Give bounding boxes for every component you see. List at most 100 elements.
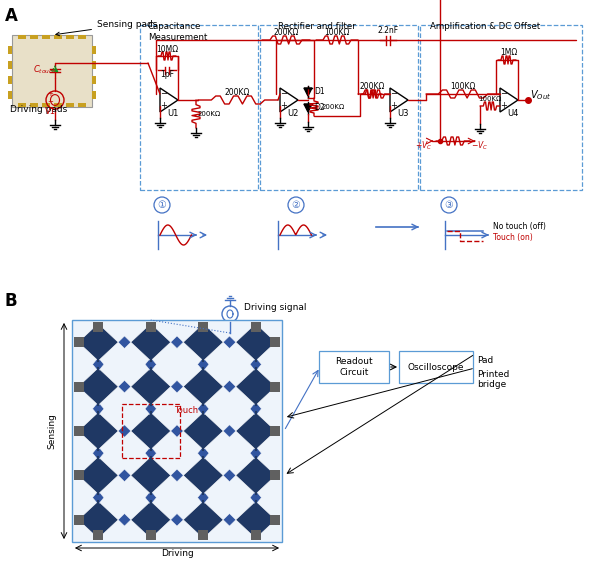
Bar: [270, 470, 280, 481]
Polygon shape: [79, 412, 118, 450]
Text: V1: V1: [45, 107, 56, 116]
Bar: [92, 46, 96, 54]
Polygon shape: [223, 336, 236, 348]
Text: −: −: [390, 89, 397, 99]
Text: Readout
Circuit: Readout Circuit: [335, 357, 373, 377]
FancyBboxPatch shape: [399, 351, 473, 383]
Bar: [146, 530, 156, 540]
Polygon shape: [236, 501, 275, 539]
Bar: [66, 35, 74, 39]
Text: $-V_C$: $-V_C$: [471, 139, 488, 152]
Text: +: +: [500, 101, 508, 111]
Text: No touch (off): No touch (off): [493, 222, 546, 231]
Text: U2: U2: [287, 109, 298, 118]
Polygon shape: [236, 412, 275, 450]
Polygon shape: [131, 501, 171, 539]
Polygon shape: [250, 402, 261, 416]
Text: $C_{touch}$: $C_{touch}$: [33, 63, 57, 75]
Polygon shape: [183, 368, 223, 405]
Polygon shape: [223, 425, 236, 437]
Bar: [92, 91, 96, 99]
FancyBboxPatch shape: [12, 35, 92, 107]
Text: Amplification & DC Offset: Amplification & DC Offset: [430, 22, 540, 31]
Polygon shape: [131, 412, 171, 450]
Bar: [8, 46, 12, 54]
Polygon shape: [131, 368, 171, 405]
Polygon shape: [145, 491, 156, 504]
Polygon shape: [304, 104, 312, 112]
Polygon shape: [171, 380, 183, 393]
Polygon shape: [79, 457, 118, 494]
Text: ①: ①: [158, 200, 167, 210]
Text: +: +: [161, 101, 167, 111]
Bar: [270, 381, 280, 392]
Polygon shape: [145, 357, 156, 371]
Text: +: +: [390, 101, 397, 111]
Text: 10MΩ: 10MΩ: [156, 45, 178, 54]
Polygon shape: [118, 514, 131, 526]
Polygon shape: [250, 357, 261, 371]
Bar: [74, 515, 84, 525]
Text: 100KΩ: 100KΩ: [450, 82, 475, 91]
Bar: [270, 515, 280, 525]
Text: Touch: Touch: [174, 406, 198, 416]
Text: $V_{Out}$: $V_{Out}$: [530, 88, 551, 102]
Text: −: −: [500, 89, 508, 99]
Polygon shape: [171, 469, 183, 482]
Bar: [146, 322, 156, 332]
Bar: [92, 61, 96, 69]
Text: Sensing: Sensing: [48, 413, 57, 449]
Bar: [122, 404, 180, 458]
Bar: [42, 103, 50, 107]
Bar: [78, 35, 86, 39]
Text: Driving signal: Driving signal: [244, 303, 306, 312]
Polygon shape: [171, 336, 183, 348]
Text: U3: U3: [397, 109, 409, 118]
Bar: [260, 25, 418, 190]
Text: Driving pads: Driving pads: [10, 105, 67, 114]
Polygon shape: [93, 446, 104, 460]
Polygon shape: [304, 88, 312, 96]
Text: Sensing pads: Sensing pads: [56, 20, 157, 36]
Text: Touch (on): Touch (on): [493, 233, 533, 242]
Polygon shape: [236, 457, 275, 494]
Polygon shape: [183, 412, 223, 450]
Bar: [93, 530, 104, 540]
Text: U1: U1: [167, 109, 178, 118]
Polygon shape: [79, 368, 118, 405]
Text: D1: D1: [314, 88, 325, 96]
Polygon shape: [131, 324, 171, 361]
Text: B: B: [5, 292, 18, 310]
Bar: [18, 35, 26, 39]
Polygon shape: [93, 491, 104, 504]
Bar: [93, 322, 104, 332]
Polygon shape: [145, 402, 156, 416]
Bar: [250, 530, 261, 540]
Polygon shape: [198, 402, 209, 416]
Text: 100KΩ: 100KΩ: [478, 96, 502, 102]
Polygon shape: [223, 514, 236, 526]
Bar: [198, 322, 208, 332]
Text: 200KΩ: 200KΩ: [273, 28, 299, 37]
Bar: [74, 426, 84, 436]
Bar: [8, 61, 12, 69]
Bar: [54, 103, 62, 107]
Bar: [250, 322, 261, 332]
Text: 200KΩ: 200KΩ: [322, 104, 345, 110]
Bar: [420, 25, 582, 190]
Text: Pad: Pad: [477, 356, 493, 365]
Bar: [8, 91, 12, 99]
Polygon shape: [250, 491, 261, 504]
Bar: [72, 320, 282, 542]
Bar: [270, 426, 280, 436]
Text: 200KΩ: 200KΩ: [359, 82, 385, 91]
Bar: [54, 35, 62, 39]
Polygon shape: [93, 402, 104, 416]
Polygon shape: [131, 457, 171, 494]
Polygon shape: [198, 357, 209, 371]
Text: U4: U4: [507, 109, 518, 118]
Text: Rectifier and filter: Rectifier and filter: [278, 22, 356, 31]
Text: Printed
bridge: Printed bridge: [477, 370, 509, 389]
FancyBboxPatch shape: [319, 351, 389, 383]
Polygon shape: [93, 357, 104, 371]
